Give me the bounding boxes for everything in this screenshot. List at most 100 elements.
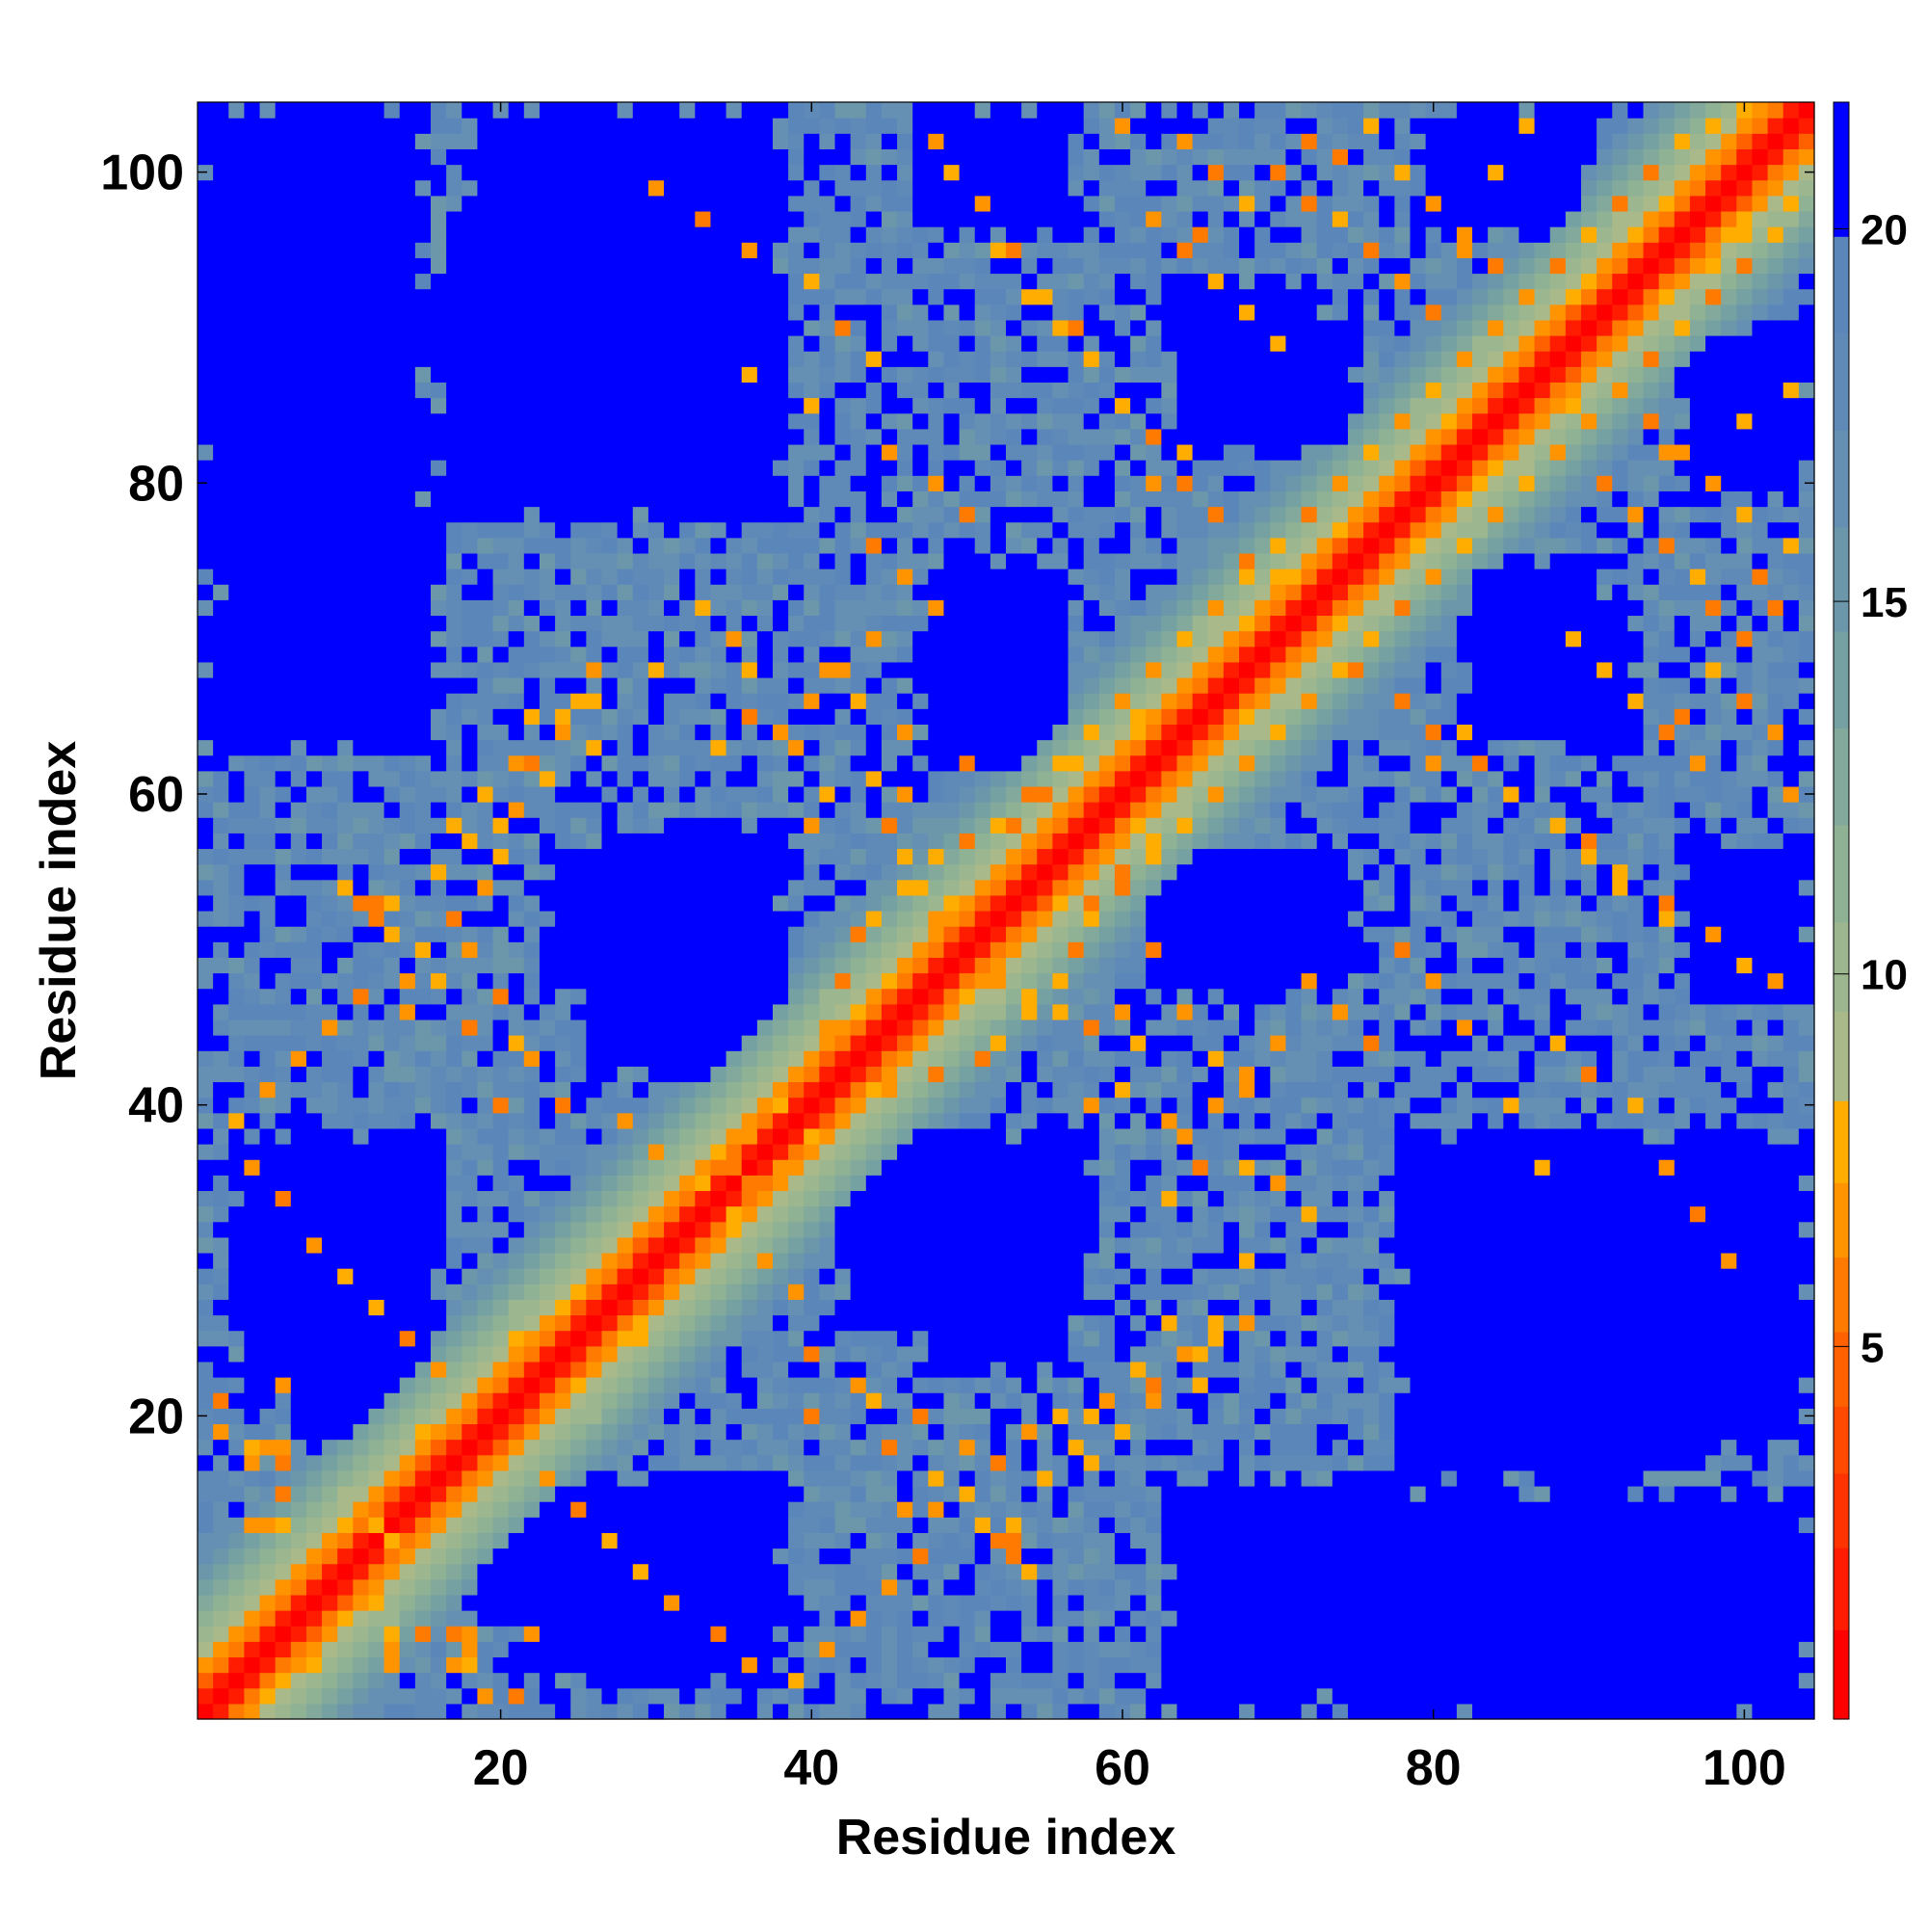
- heatmap-cell: [632, 724, 649, 741]
- heatmap-cell: [804, 739, 820, 756]
- heatmap-cell: [353, 676, 370, 694]
- heatmap-cell: [647, 926, 665, 942]
- heatmap-cell: [228, 1035, 245, 1051]
- heatmap-cell: [555, 242, 571, 258]
- heatmap-cell: [632, 1252, 649, 1269]
- heatmap-cell: [477, 569, 494, 585]
- heatmap-cell: [228, 1268, 245, 1284]
- heatmap-cell: [446, 972, 462, 990]
- heatmap-cell: [804, 1345, 820, 1363]
- heatmap-cell: [508, 1299, 525, 1316]
- heatmap-cell: [259, 319, 277, 336]
- heatmap-cell: [617, 1610, 634, 1627]
- heatmap-cell: [399, 630, 416, 648]
- heatmap-cell: [664, 1594, 680, 1611]
- heatmap-cell: [477, 926, 494, 942]
- heatmap-cell: [213, 226, 229, 243]
- heatmap-cell: [322, 552, 338, 569]
- heatmap-cell: [337, 739, 354, 756]
- heatmap-cell: [213, 1190, 229, 1207]
- heatmap-cell: [492, 879, 510, 896]
- heatmap-cell: [322, 676, 338, 694]
- heatmap-cell: [399, 273, 416, 290]
- heatmap-cell: [259, 1127, 277, 1145]
- heatmap-cell: [414, 1003, 432, 1020]
- heatmap-cell: [322, 693, 338, 709]
- heatmap-cell: [772, 1626, 789, 1642]
- heatmap-cell: [726, 195, 743, 212]
- heatmap-cell: [850, 242, 867, 258]
- heatmap-cell: [570, 754, 587, 772]
- heatmap-cell: [865, 460, 883, 476]
- heatmap-cell: [943, 1703, 961, 1720]
- heatmap-cell: [383, 615, 401, 632]
- heatmap-cell: [244, 802, 261, 818]
- heatmap-cell: [368, 661, 385, 678]
- heatmap-cell: [756, 1097, 774, 1114]
- heatmap-cell: [788, 1408, 805, 1425]
- heatmap-cell: [664, 382, 680, 399]
- heatmap-cell: [213, 1252, 229, 1269]
- heatmap-cell: [431, 661, 447, 678]
- heatmap-cell: [353, 102, 370, 119]
- heatmap-cell: [414, 1050, 432, 1067]
- heatmap-cell: [353, 1299, 370, 1316]
- heatmap-cell: [431, 646, 447, 663]
- heatmap-cell: [679, 646, 696, 663]
- heatmap-cell: [647, 506, 665, 523]
- heatmap-cell: [710, 1050, 727, 1067]
- heatmap-cell: [446, 257, 462, 275]
- heatmap-cell: [647, 1127, 665, 1145]
- heatmap-cell: [772, 148, 789, 166]
- heatmap-cell: [881, 785, 898, 803]
- heatmap-cell: [259, 911, 277, 927]
- heatmap-cell: [322, 817, 338, 834]
- heatmap-cell: [431, 1563, 447, 1580]
- heatmap-cell: [539, 351, 556, 367]
- heatmap-cell: [679, 1019, 696, 1036]
- heatmap-cell: [710, 1361, 727, 1378]
- heatmap-cell: [523, 676, 541, 694]
- heatmap-cell: [819, 863, 836, 881]
- heatmap-cell: [647, 817, 665, 834]
- heatmap-cell: [305, 661, 323, 678]
- heatmap-cell: [290, 1299, 307, 1316]
- heatmap-cell: [586, 366, 603, 384]
- heatmap-cell: [695, 1003, 712, 1020]
- heatmap-cell: [290, 164, 307, 181]
- heatmap-cell: [726, 164, 743, 181]
- heatmap-cell: [819, 724, 836, 741]
- heatmap-cell: [213, 179, 229, 197]
- heatmap-cell: [228, 133, 245, 149]
- heatmap-cell: [555, 1284, 571, 1300]
- heatmap-cell: [492, 754, 510, 772]
- heatmap-cell: [570, 1485, 587, 1502]
- heatmap-cell: [492, 1159, 510, 1176]
- heatmap-cell: [586, 382, 603, 399]
- heatmap-cell: [198, 412, 214, 430]
- heatmap-cell: [198, 1454, 214, 1471]
- heatmap-cell: [726, 1687, 743, 1705]
- heatmap-cell: [865, 133, 883, 149]
- heatmap-cell: [446, 1377, 462, 1393]
- heatmap-cell: [353, 988, 370, 1005]
- heatmap-cell: [322, 351, 338, 367]
- heatmap-cell: [414, 1548, 432, 1565]
- heatmap-cell: [305, 988, 323, 1005]
- heatmap-cell: [912, 1345, 929, 1363]
- heatmap-cell: [539, 957, 556, 974]
- heatmap-cell: [632, 1610, 649, 1627]
- heatmap-cell: [881, 1501, 898, 1518]
- heatmap-cell: [259, 1703, 277, 1720]
- heatmap-cell: [275, 257, 292, 275]
- heatmap-cell: [368, 833, 385, 850]
- heatmap-cell: [819, 366, 836, 384]
- heatmap-cell: [414, 195, 432, 212]
- heatmap-cell: [414, 1454, 432, 1471]
- heatmap-cell: [213, 1517, 229, 1533]
- heatmap-cell: [244, 1284, 261, 1300]
- heatmap-cell: [414, 569, 432, 585]
- heatmap-cell: [632, 739, 649, 756]
- heatmap-cell: [244, 552, 261, 569]
- heatmap-cell: [555, 848, 571, 865]
